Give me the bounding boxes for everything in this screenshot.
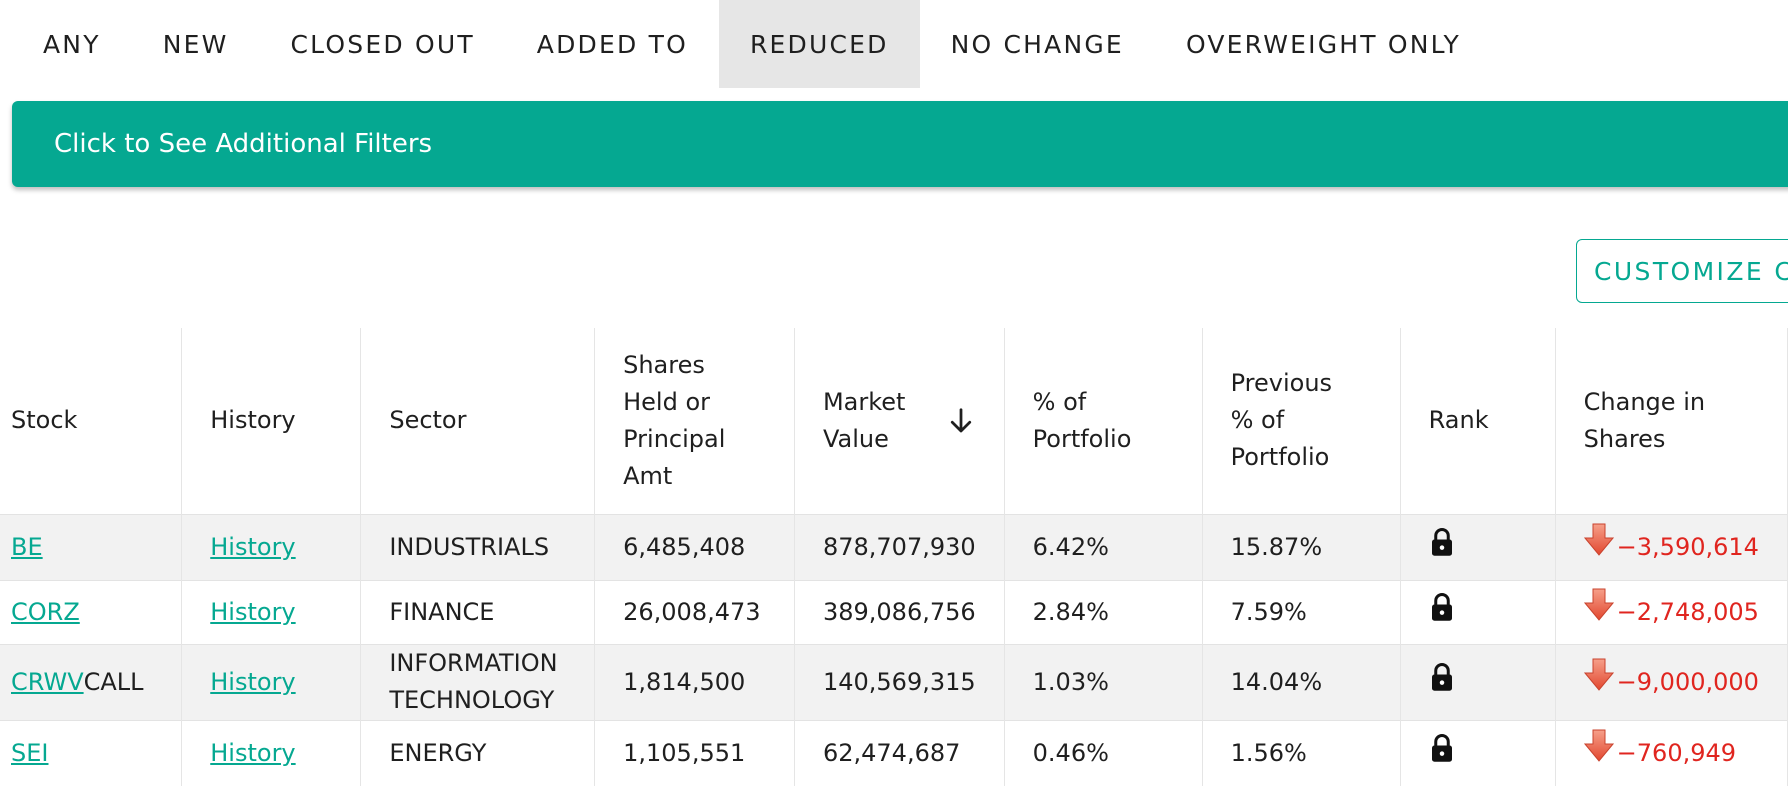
down-arrow-icon [1583,588,1614,621]
lock-icon[interactable] [1429,592,1455,622]
change-shares-value: −760,949 [1616,738,1737,767]
column-header-label: Rank [1428,406,1489,435]
change-shares-value: −9,000,000 [1616,667,1759,696]
column-header-pct-portfolio[interactable]: % of Portfolio [1004,328,1203,514]
customize-columns-button[interactable]: CUSTOMIZE C [1576,239,1788,303]
column-header-rank[interactable]: Rank [1400,328,1556,514]
column-header-label: History [210,406,296,435]
table-row: SEI History ENERGY 1,105,551 62,474,687 … [0,719,1788,786]
history-link[interactable]: History [210,597,296,626]
prev-pct-portfolio-cell: 1.56% [1202,719,1401,786]
stock-option-label: CALL [83,667,144,696]
stock-cell: BE [0,513,183,580]
shares-cell: 6,485,408 [594,513,795,580]
change-shares-value: −3,590,614 [1616,532,1759,561]
change-shares-cell: −3,590,614 [1555,513,1788,580]
sector-cell: FINANCE [360,579,596,644]
sector-cell: ENERGY [360,719,596,786]
history-link[interactable]: History [210,667,296,696]
market-value-cell: 62,474,687 [794,719,1005,786]
stock-link[interactable]: BE [11,532,43,561]
stock-link[interactable]: CRWV [11,667,84,696]
stock-cell: SEI [0,719,183,786]
history-cell: History [181,513,362,580]
table-row: CORZ History FINANCE 26,008,473 389,086,… [0,579,1788,644]
shares-cell: 1,814,500 [594,643,795,720]
column-header-prev-pct-portfolio[interactable]: Previous % of Portfolio [1202,328,1401,514]
additional-filters-button[interactable]: Click to See Additional Filters [12,101,1788,187]
rank-cell [1400,513,1556,580]
column-header-label: Previous % of Portfolio [1230,369,1333,472]
stock-link[interactable]: CORZ [11,597,80,626]
pct-portfolio-cell: 6.42% [1004,513,1203,580]
column-header-change-shares[interactable]: Change in Shares [1555,328,1788,514]
table-row: BE History INDUSTRIALS 6,485,408 878,707… [0,513,1788,580]
column-header-sector[interactable]: Sector [360,328,596,514]
filter-tabs: ANY NEW CLOSED OUT ADDED TO REDUCED NO C… [12,0,1492,88]
column-header-history[interactable]: History [181,328,362,514]
rank-cell [1400,579,1556,644]
column-header-label: % of Portfolio [1032,387,1132,453]
pct-portfolio-cell: 0.46% [1004,719,1203,786]
table-header-row: Stock History Sector Shares Held or Prin… [0,328,1788,514]
shares-cell: 1,105,551 [594,719,795,786]
prev-pct-portfolio-cell: 7.59% [1202,579,1401,644]
market-value-cell: 878,707,930 [794,513,1005,580]
sector-cell: INDUSTRIALS [360,513,596,580]
prev-pct-portfolio-cell: 15.87% [1202,513,1401,580]
history-link[interactable]: History [210,532,296,561]
history-cell: History [181,579,362,644]
tab-any[interactable]: ANY [43,29,101,59]
column-header-label: Shares Held or Principal Amt [623,350,726,490]
down-arrow-icon [1583,729,1614,763]
prev-pct-portfolio-cell: 14.04% [1202,643,1401,720]
column-header-shares[interactable]: Shares Held or Principal Amt [594,328,795,514]
holdings-table: Stock History Sector Shares Held or Prin… [0,328,1788,786]
column-header-stock[interactable]: Stock [0,328,183,514]
tab-no-change[interactable]: NO CHANGE [950,29,1124,59]
stock-cell: CRWVCALL [0,643,183,720]
change-shares-cell: −760,949 [1555,719,1788,786]
down-arrow-icon [1583,523,1614,556]
column-header-label: Sector [389,406,467,435]
lock-icon[interactable] [1429,662,1455,692]
lock-icon[interactable] [1429,733,1455,763]
tab-reduced[interactable]: REDUCED [718,0,920,88]
lock-icon[interactable] [1429,527,1455,557]
rank-cell [1400,643,1556,720]
column-header-label: Market Value [822,387,906,453]
column-header-label: Change in Shares [1583,387,1706,453]
customize-columns-label: CUSTOMIZE C [1594,256,1788,286]
change-shares-cell: −2,748,005 [1555,579,1788,644]
market-value-cell: 140,569,315 [794,643,1005,720]
pct-portfolio-cell: 2.84% [1004,579,1203,644]
table-row: CRWVCALL History INFORMATION TECHNOLOGY … [0,643,1788,720]
column-header-label: Stock [11,406,78,435]
tab-closed-out[interactable]: CLOSED OUT [290,29,475,59]
stock-link[interactable]: SEI [11,738,49,767]
additional-filters-label: Click to See Additional Filters [54,129,433,159]
column-header-market-value[interactable]: Market Value [794,328,1005,514]
change-shares-value: −2,748,005 [1616,597,1759,626]
tab-added-to[interactable]: ADDED TO [536,29,688,59]
down-arrow-icon [1583,658,1614,691]
history-cell: History [181,643,362,720]
tab-overweight-only[interactable]: OVERWEIGHT ONLY [1185,29,1461,59]
rank-cell [1400,719,1556,786]
stock-cell: CORZ [0,579,183,644]
market-value-cell: 389,086,756 [794,579,1005,644]
history-cell: History [181,719,362,786]
sort-descending-icon[interactable] [946,406,976,436]
tab-new[interactable]: NEW [162,29,229,59]
pct-portfolio-cell: 1.03% [1004,643,1203,720]
shares-cell: 26,008,473 [594,579,795,644]
history-link[interactable]: History [210,738,296,767]
change-shares-cell: −9,000,000 [1555,643,1788,720]
sector-cell: INFORMATION TECHNOLOGY [360,643,596,720]
